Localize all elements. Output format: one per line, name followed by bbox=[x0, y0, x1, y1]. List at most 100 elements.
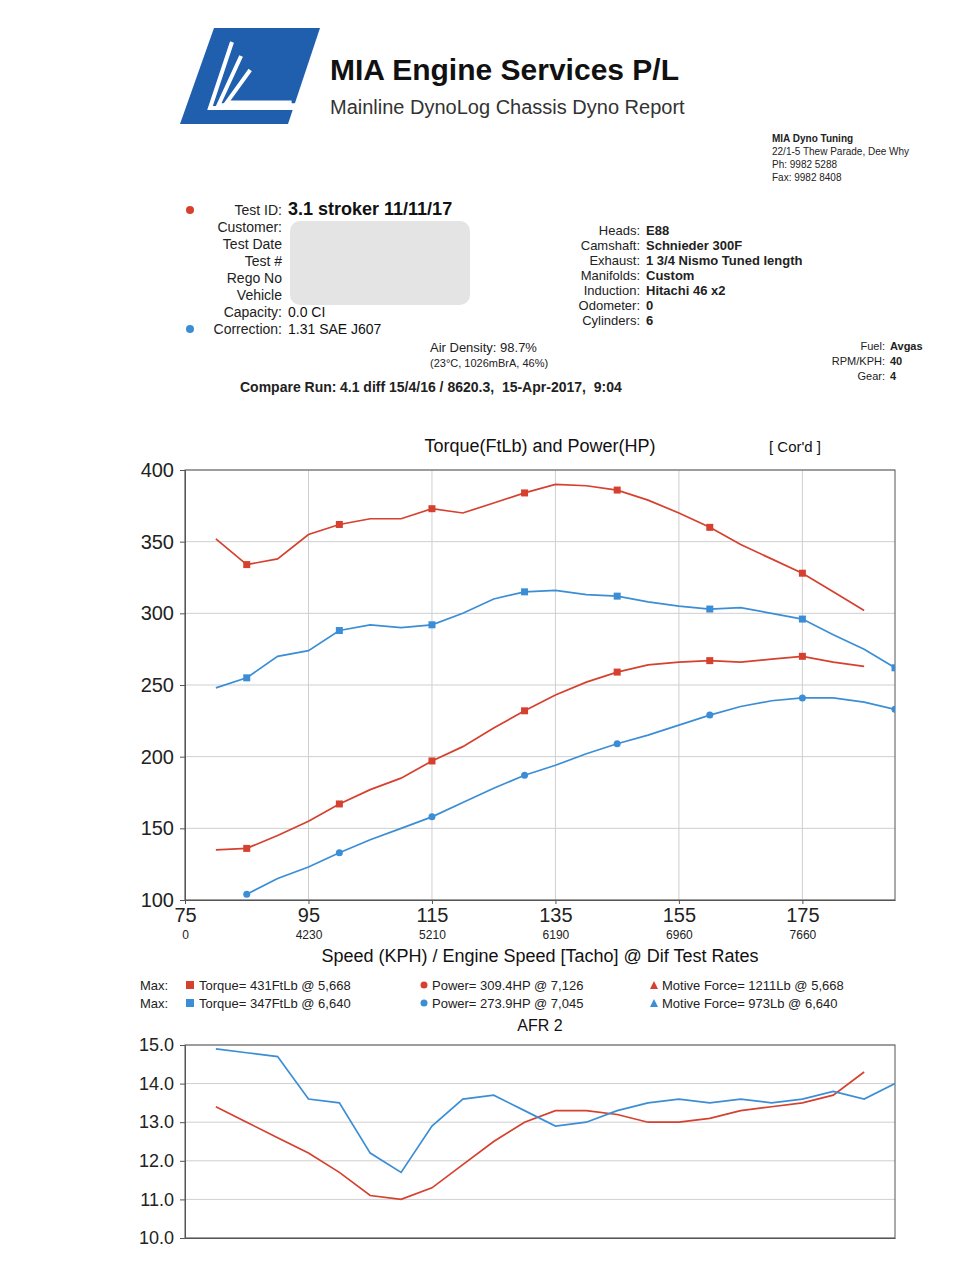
tick: 13.0 bbox=[139, 1112, 185, 1132]
contact-line: MIA Dyno Tuning bbox=[772, 133, 853, 144]
engine-value: Hitachi 46 x2 bbox=[646, 283, 726, 298]
series-marker bbox=[706, 657, 713, 664]
info-value: 0.0 CI bbox=[288, 304, 325, 320]
tick-mark bbox=[180, 613, 185, 614]
compare-value: 4.1 diff 15/4/16 / 8620.3, 15-Apr-2017, … bbox=[340, 379, 622, 395]
tick-label: 14.0 bbox=[139, 1074, 174, 1094]
series-marker bbox=[336, 849, 343, 856]
conditions: Air Density: 98.7% (23°C, 1026mBrA, 46%) C… bbox=[240, 340, 622, 395]
series-marker bbox=[521, 489, 528, 496]
compare-label: Compare Run: bbox=[240, 379, 336, 395]
tick-mark bbox=[180, 900, 185, 901]
run-label: Fuel: bbox=[861, 340, 885, 352]
chart: Torque(FtLb) and Power(HP)[ Cor'd ]10015… bbox=[140, 436, 899, 1011]
series-line bbox=[216, 656, 864, 850]
tick-sublabel: 6190 bbox=[543, 928, 570, 942]
test-info: Test ID: 3.1 stroker 11/11/17 Customer: Tes… bbox=[186, 199, 470, 337]
report-subtitle: Mainline DynoLog Chassis Dyno Report bbox=[330, 96, 685, 118]
y-axis: 10.0 11.0 12.0 13.0 14.0 15.0 bbox=[139, 1035, 186, 1248]
tick-label: 75 bbox=[174, 904, 196, 926]
tick-mark bbox=[180, 1161, 185, 1162]
tick-sublabel: 0 bbox=[182, 928, 189, 942]
run-dot bbox=[186, 325, 194, 333]
series-marker bbox=[521, 588, 528, 595]
grid-line bbox=[185, 613, 895, 614]
tick-label: 100 bbox=[141, 889, 174, 911]
grid-line bbox=[555, 470, 556, 900]
tick: 1757660 bbox=[786, 900, 819, 942]
tick: 14.0 bbox=[139, 1074, 185, 1094]
tick-label: 150 bbox=[141, 817, 174, 839]
tick: 400 bbox=[141, 459, 185, 481]
engine-value: E88 bbox=[646, 223, 669, 238]
run-label: Gear: bbox=[857, 370, 885, 382]
tick-mark bbox=[180, 1122, 185, 1123]
axis-line bbox=[185, 1046, 186, 1239]
tick-mark bbox=[180, 757, 185, 758]
tick-mark bbox=[180, 1045, 185, 1046]
engine-info: Heads:E88Camshaft:Schnieder 300FExhaust:… bbox=[579, 223, 803, 328]
run-label: RPM/KPH: bbox=[832, 355, 885, 367]
x-axis-title: Speed (KPH) / Engine Speed [Tacho] @ Dif… bbox=[321, 946, 758, 966]
info-label: Customer: bbox=[217, 219, 282, 235]
tick-mark bbox=[180, 542, 185, 543]
air-density: Air Density: 98.7% bbox=[430, 340, 537, 355]
tick-label: 250 bbox=[141, 674, 174, 696]
grid-line bbox=[185, 756, 895, 757]
grid-line bbox=[185, 1122, 895, 1123]
logo-stroke bbox=[227, 70, 292, 102]
tick: 150 bbox=[141, 817, 185, 839]
grid bbox=[185, 1045, 895, 1238]
plot-frame bbox=[185, 1045, 895, 1238]
max-torque: Torque= 431FtLb @ 5,668 bbox=[199, 978, 351, 993]
tick-label: 13.0 bbox=[139, 1112, 174, 1132]
engine-label: Odometer: bbox=[579, 298, 640, 313]
series-line bbox=[247, 698, 895, 894]
tick-label: 15.0 bbox=[139, 1035, 174, 1055]
tick-label: 115 bbox=[417, 904, 449, 926]
tick: 12.0 bbox=[139, 1151, 185, 1171]
tick-mark bbox=[180, 1238, 185, 1239]
run-value: 4 bbox=[890, 370, 897, 382]
engine-label: Induction: bbox=[584, 283, 640, 298]
y-axis: 100150200250300350400 bbox=[141, 459, 186, 911]
tick-sublabel: 5210 bbox=[419, 928, 446, 942]
series-marker bbox=[428, 505, 435, 512]
contact-line: 22/1-5 Thew Parade, Dee Why bbox=[772, 146, 909, 157]
air-detail: (23°C, 1026mBrA, 46%) bbox=[430, 357, 548, 369]
tick: 1556960 bbox=[663, 900, 696, 942]
max-force: Motive Force= 1211Lb @ 5,668 bbox=[662, 978, 844, 993]
logo-stroke bbox=[218, 56, 295, 105]
tick: 350 bbox=[141, 531, 185, 553]
series-marker bbox=[243, 845, 250, 852]
header: MIA Engine Services P/LMainline DynoLog … bbox=[180, 28, 909, 183]
series-marker bbox=[892, 706, 896, 713]
engine-label: Cylinders: bbox=[582, 313, 640, 328]
info-value: 3.1 stroker 11/11/17 bbox=[288, 199, 452, 219]
axis-line bbox=[186, 900, 896, 901]
logo-shape bbox=[180, 28, 320, 124]
tick: 11.0 bbox=[140, 1190, 185, 1210]
max-prefix: Max: bbox=[140, 978, 168, 993]
tick: 954230 bbox=[296, 900, 323, 942]
grid-line bbox=[802, 470, 803, 900]
tick-sublabel: 4230 bbox=[296, 928, 323, 942]
grid-line bbox=[678, 470, 679, 900]
info-label: Vehicle bbox=[237, 287, 282, 303]
axis-line bbox=[185, 471, 186, 901]
tick: 10.0 bbox=[139, 1228, 185, 1248]
grid bbox=[185, 470, 895, 900]
series-marker bbox=[614, 740, 621, 747]
info-label: Test ID: bbox=[235, 202, 282, 218]
series-line bbox=[216, 590, 895, 687]
tick-label: 350 bbox=[141, 531, 174, 553]
axis-line bbox=[186, 1238, 896, 1239]
contact-line: Ph: 9982 5288 bbox=[772, 159, 837, 170]
max-torque: Torque= 347FtLb @ 6,640 bbox=[199, 996, 351, 1011]
engine-value: 0 bbox=[646, 298, 653, 313]
max-symbol bbox=[650, 981, 658, 989]
max-symbol bbox=[421, 1000, 428, 1007]
plot-area bbox=[216, 1049, 895, 1200]
info-label: Test # bbox=[245, 253, 283, 269]
series-marker bbox=[428, 621, 435, 628]
